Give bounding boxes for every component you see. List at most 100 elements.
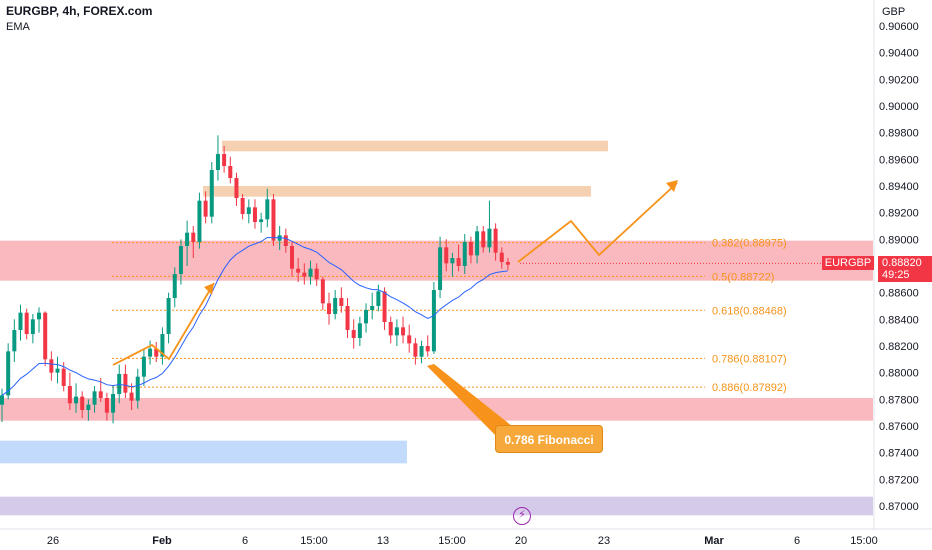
- price-tick: 0.89200: [879, 208, 919, 220]
- candle-body: [302, 272, 307, 277]
- candle-body: [333, 298, 338, 314]
- candle-body: [314, 268, 319, 280]
- zone-resistance-lower: [203, 186, 591, 197]
- arrow-head-icon: [204, 283, 214, 295]
- candle-body: [505, 262, 510, 265]
- candle-body: [135, 376, 140, 401]
- candle-body: [425, 346, 430, 352]
- candle-body: [6, 351, 11, 396]
- candle-body: [376, 291, 381, 306]
- candle-body: [468, 242, 473, 256]
- candle-body: [481, 231, 486, 248]
- time-tick: 23: [598, 535, 610, 547]
- zone-purple: [0, 496, 873, 516]
- candle-body: [259, 219, 264, 222]
- candle-body: [215, 154, 220, 170]
- time-tick: 15:00: [850, 535, 878, 547]
- price-tick: 0.89400: [879, 181, 919, 193]
- currency-label: GBP: [882, 6, 906, 18]
- projection-arrow-head-icon: [666, 180, 678, 192]
- candle-body: [185, 232, 190, 246]
- price-tick: 0.87400: [879, 448, 919, 460]
- candle-body: [24, 312, 29, 334]
- candle-body: [413, 343, 418, 357]
- candle-body: [394, 327, 399, 336]
- candle-body: [234, 178, 239, 198]
- bar-countdown: 49:25: [882, 269, 910, 281]
- time-tick: Feb: [152, 535, 172, 547]
- candle-body: [283, 235, 288, 246]
- price-tick: 0.88400: [879, 314, 919, 326]
- candle-body: [419, 346, 424, 357]
- time-tick: 15:00: [300, 535, 328, 547]
- candle-body: [370, 306, 375, 310]
- candle-body: [67, 386, 72, 404]
- candle-body: [228, 166, 233, 178]
- candle-body: [111, 394, 116, 413]
- price-tick: 0.87000: [879, 501, 919, 513]
- indicator-label[interactable]: EMA: [6, 21, 30, 33]
- candle-body: [265, 199, 270, 220]
- candle-body: [209, 170, 214, 217]
- candle-body: [252, 207, 257, 222]
- candle-body: [18, 312, 23, 330]
- price-tick: 0.89800: [879, 128, 919, 140]
- candle-body: [166, 298, 171, 334]
- candle-body: [154, 348, 159, 357]
- candle-body: [240, 198, 245, 214]
- candle-body: [74, 396, 79, 404]
- current-price-label: 0.88820 49:25: [878, 256, 932, 282]
- time-tick: 13: [377, 535, 389, 547]
- candle-body: [129, 392, 134, 401]
- candle-body: [80, 396, 85, 410]
- candle-body: [49, 359, 54, 373]
- candle-body: [197, 200, 202, 242]
- fib-label-0.382: 0.382(0.88975): [712, 238, 787, 250]
- time-tick: 26: [47, 535, 59, 547]
- candle-body: [499, 252, 504, 262]
- candle-body: [388, 322, 393, 336]
- candle-body: [308, 268, 313, 277]
- candle-body: [339, 298, 344, 306]
- candle-body: [431, 290, 436, 352]
- candle-body: [148, 348, 153, 357]
- candle-body: [351, 330, 356, 338]
- candle-body: [55, 368, 60, 373]
- candle-body: [444, 247, 449, 264]
- candle-body: [438, 247, 443, 290]
- candle-body: [296, 268, 301, 273]
- candle-body: [191, 232, 196, 242]
- time-tick: 6: [242, 535, 248, 547]
- time-tick: Mar: [704, 535, 724, 547]
- candle-body: [203, 200, 208, 217]
- current-price-value: 0.88820: [882, 257, 922, 269]
- price-tick: 0.89000: [879, 234, 919, 246]
- zone-resistance-upper: [222, 140, 608, 152]
- candle-body: [92, 391, 97, 405]
- candle-body: [104, 398, 109, 413]
- price-tick: 0.89600: [879, 154, 919, 166]
- candle-body: [345, 306, 350, 330]
- candle-body: [178, 246, 183, 274]
- candle-body: [0, 395, 4, 405]
- price-tick: 0.88200: [879, 341, 919, 353]
- lightning-icon[interactable]: ⚡: [513, 507, 531, 525]
- candle-body: [246, 207, 251, 214]
- candle-body: [86, 404, 91, 410]
- symbol-title: EURGBP, 4h, FOREX.com: [6, 4, 153, 18]
- candle-body: [493, 228, 498, 253]
- candle-body: [450, 258, 455, 264]
- candle-body: [271, 199, 276, 241]
- fib-label-0.5: 0.5(0.88722): [712, 271, 774, 283]
- candle-body: [462, 242, 467, 266]
- candle-body: [141, 356, 146, 377]
- candle-body: [61, 368, 66, 386]
- impulse-arrow-path: [112, 282, 215, 366]
- candle-body: [30, 319, 35, 334]
- candle-body: [98, 391, 103, 398]
- candle-body: [327, 303, 332, 314]
- fib-label-0.786: 0.786(0.88107): [712, 353, 787, 365]
- candle-body: [320, 279, 325, 304]
- chart-header: EURGBP, 4h, FOREX.com EMA: [6, 4, 152, 33]
